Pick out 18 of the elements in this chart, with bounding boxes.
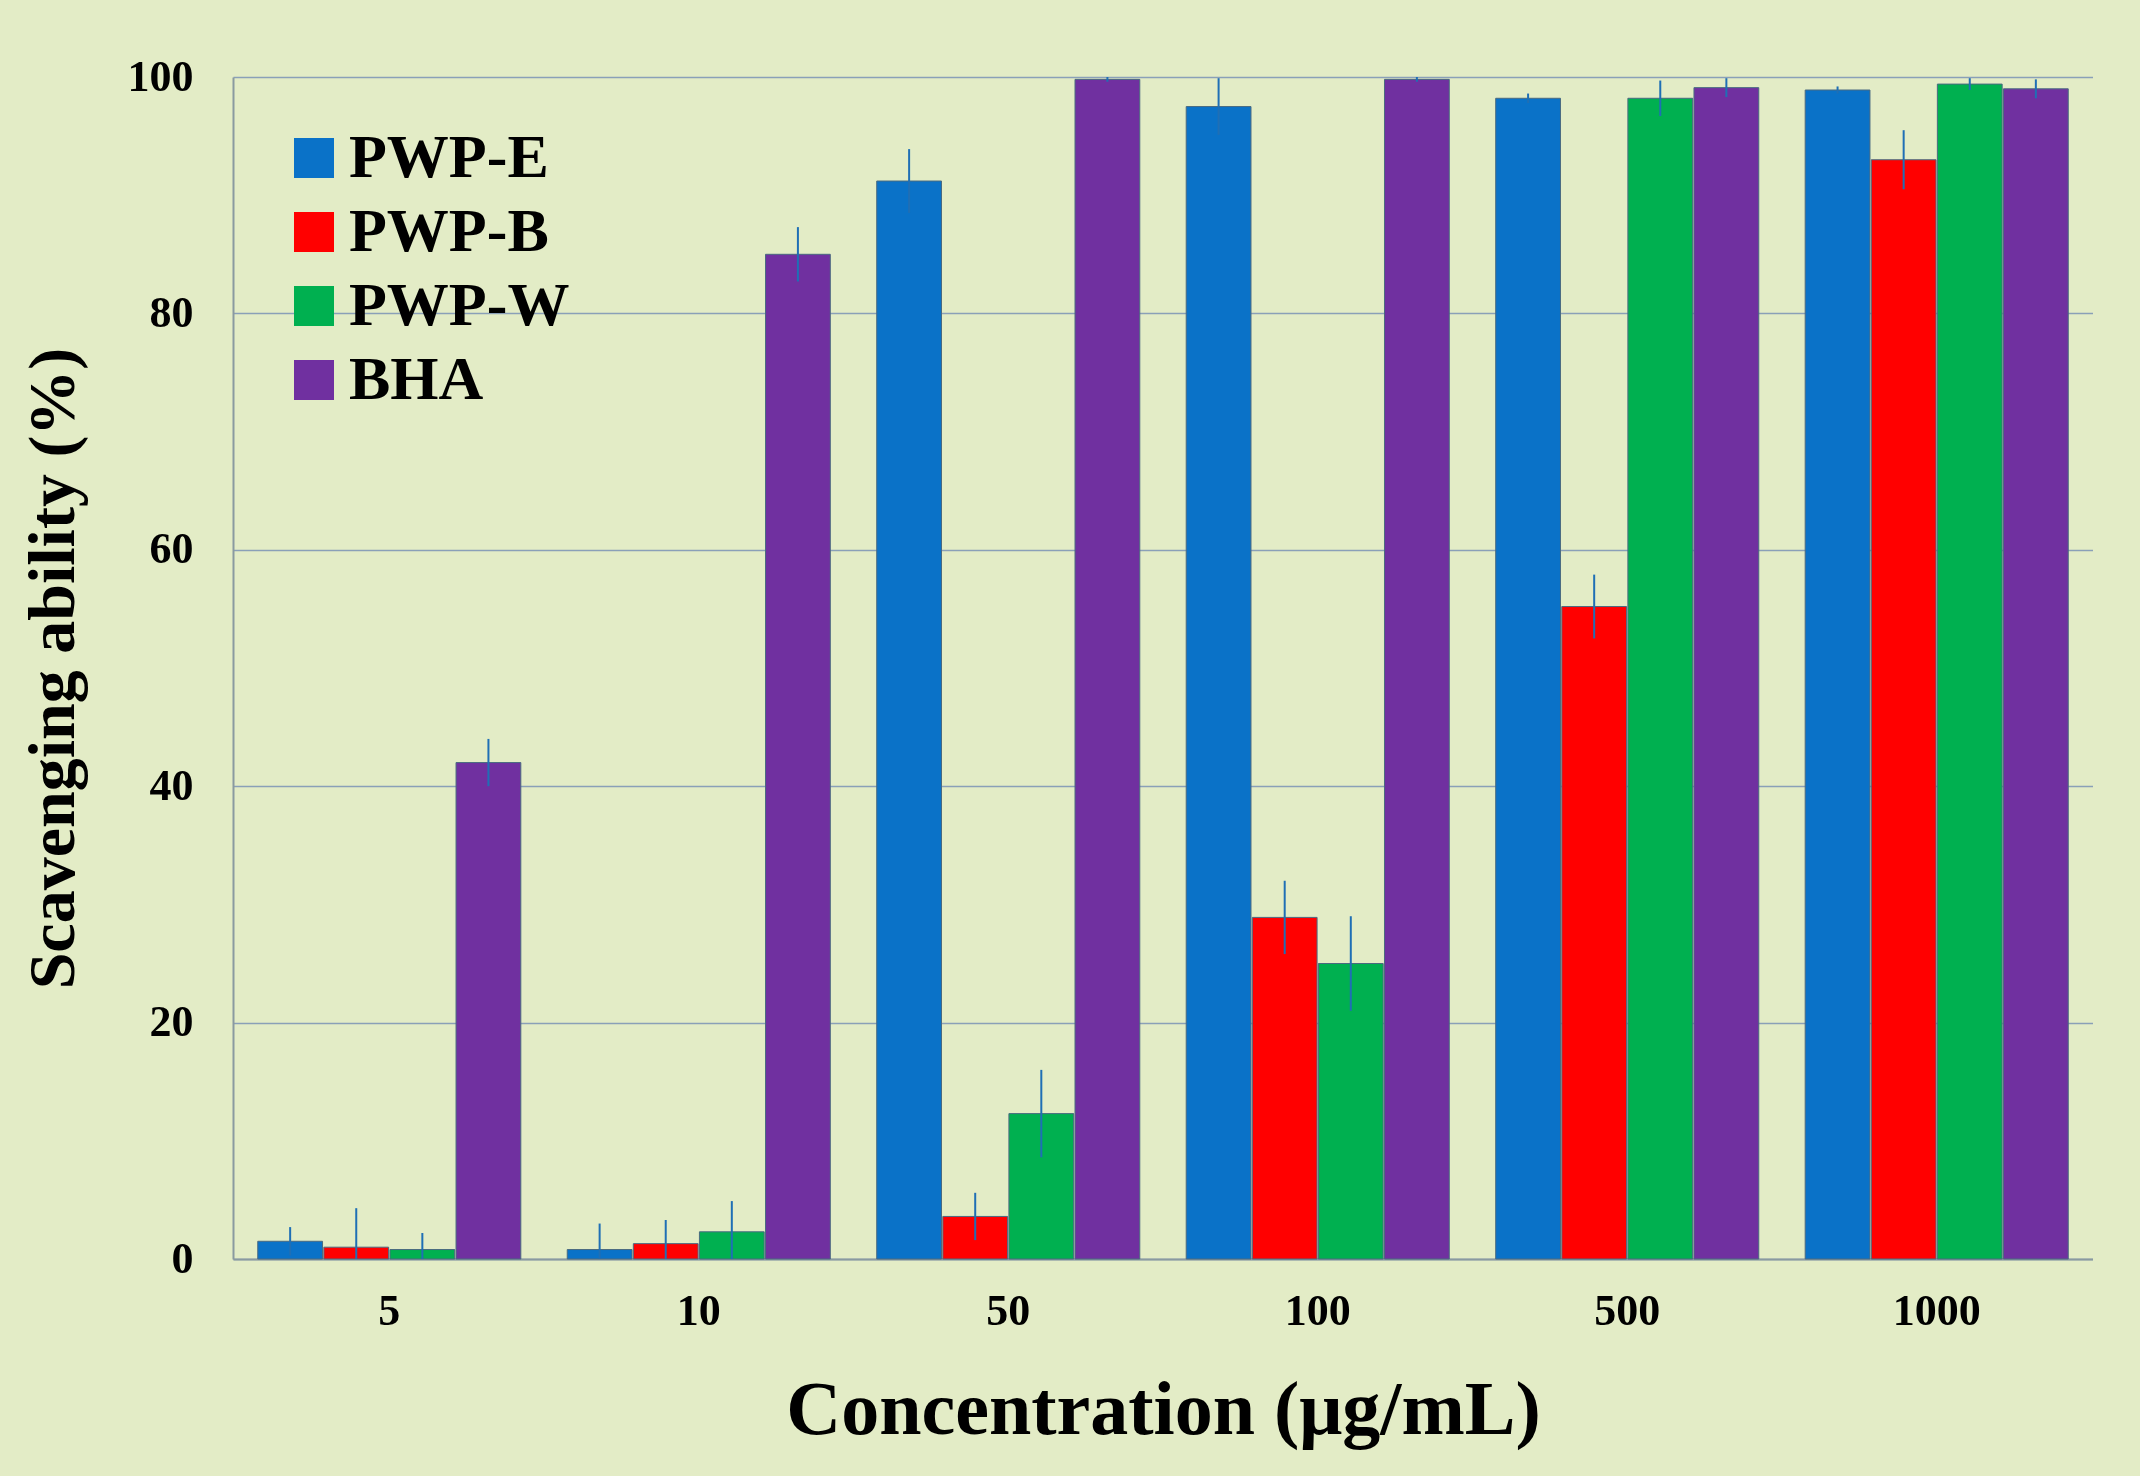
x-tick-label: 500 — [1594, 1285, 1661, 1335]
legend-label: BHA — [349, 344, 484, 412]
y-tick-label: 20 — [149, 997, 194, 1047]
y-axis-title: Scavenging ability (%) — [14, 347, 89, 990]
y-tick-label: 0 — [171, 1233, 194, 1283]
y-tick-label: 60 — [149, 524, 194, 574]
x-tick-label: 5 — [378, 1285, 401, 1335]
legend-label: PWP-E — [349, 122, 549, 190]
x-tick-label: 1000 — [1892, 1285, 1981, 1335]
legend-label: PWP-B — [349, 196, 549, 264]
x-tick-label: 100 — [1284, 1285, 1351, 1335]
x-axis-title: Concentration (μg/mL) — [786, 1365, 1541, 1451]
legend-label: PWP-W — [349, 270, 570, 338]
y-tick-label: 80 — [149, 287, 194, 337]
y-tick-label: 40 — [149, 760, 194, 810]
x-tick-label: 50 — [986, 1285, 1031, 1335]
y-tick-label: 100 — [127, 51, 194, 101]
x-tick-label: 10 — [676, 1285, 721, 1335]
